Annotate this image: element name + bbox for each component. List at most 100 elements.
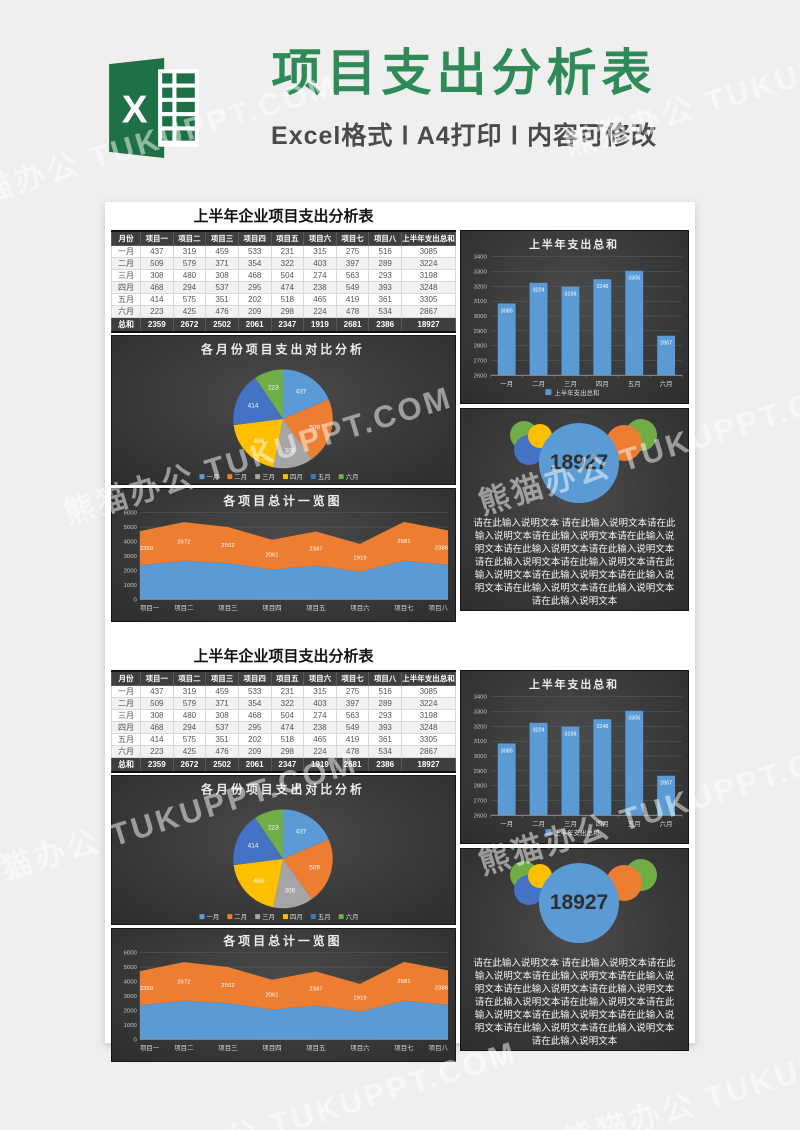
svg-text:3400: 3400 — [474, 695, 488, 701]
column-header: 项目一 — [140, 230, 174, 246]
table-cell: 298 — [270, 305, 305, 318]
column-header: 项目四 — [237, 670, 272, 686]
table-row: 五月 414 575 351 202 518 465 419 361 3305 — [111, 733, 456, 746]
svg-text:项目四: 项目四 — [262, 1044, 281, 1052]
table-cell: 509 — [140, 697, 174, 710]
table-cell: 295 — [237, 721, 272, 734]
table-cell: 3224 — [401, 697, 456, 710]
table-cell: 474 — [270, 721, 305, 734]
svg-text:2672: 2672 — [177, 979, 190, 985]
table-cell: 437 — [140, 245, 174, 258]
column-header: 月份 — [111, 670, 141, 686]
table-cell: 274 — [303, 269, 337, 282]
section-title: 上半年企业项目支出分析表 — [193, 648, 374, 665]
svg-text:四月: 四月 — [290, 473, 303, 481]
table-cell: 298 — [270, 745, 305, 758]
svg-text:项目五: 项目五 — [306, 604, 326, 612]
table-row: 一月 437 319 459 533 231 315 275 516 3085 — [111, 685, 456, 698]
expense-table: 月份 项目一 项目二 项目三 项目四 项目五 项目六 项目七 项目八 上半年支出总和 一月 437 31… — [111, 230, 456, 333]
header-row: 月份 项目一 项目二 项目三 项目四 项目五 项目六 项目七 项目八 上半年支出总和 — [111, 230, 456, 246]
total-cell: 2359 — [140, 757, 174, 773]
svg-text:1000: 1000 — [124, 1023, 138, 1029]
table-cell: 3224 — [401, 257, 456, 270]
svg-text:项目六: 项目六 — [350, 603, 370, 612]
svg-text:2700: 2700 — [474, 798, 488, 804]
table-cell: 351 — [205, 733, 239, 746]
bar-chart-block: 上半年支出总和 2600 2700 2800 2900 3000 3100 3200 3300 3… — [460, 670, 689, 844]
table-cell: 419 — [335, 733, 370, 746]
table-cell: 516 — [368, 685, 402, 698]
total-cell: 总和 — [111, 757, 141, 773]
excel-logo-letter: X — [122, 88, 148, 131]
row-label: 一月 — [111, 685, 141, 698]
svg-text:0: 0 — [134, 597, 138, 603]
table-cell: 224 — [303, 745, 337, 758]
table-cell: 308 — [205, 709, 239, 722]
table-cell: 293 — [368, 269, 402, 282]
svg-text:项目三: 项目三 — [218, 1044, 237, 1052]
half-year-bar-chart: 上半年支出总和 2600 2700 2800 2900 3000 3100 3200 3300 3… — [474, 677, 683, 837]
svg-text:437: 437 — [296, 829, 307, 836]
table-cell: 322 — [270, 697, 305, 710]
svg-text:五月: 五月 — [318, 913, 331, 921]
column-header: 月份 — [111, 230, 141, 246]
column-header: 项目四 — [237, 230, 272, 246]
table-cell: 293 — [368, 709, 402, 722]
table-cell: 3198 — [401, 269, 456, 282]
svg-text:一月: 一月 — [206, 473, 219, 481]
table-cell: 476 — [205, 305, 239, 318]
svg-text:2000: 2000 — [124, 1008, 138, 1014]
svg-text:3305: 3305 — [628, 276, 640, 282]
svg-text:2061: 2061 — [265, 553, 278, 559]
total-cell: 2672 — [172, 757, 207, 773]
svg-text:项目六: 项目六 — [350, 1043, 370, 1052]
table-cell: 294 — [172, 281, 207, 294]
table-cell: 480 — [172, 269, 207, 282]
table-cell: 468 — [140, 281, 174, 294]
svg-text:3000: 3000 — [474, 754, 488, 760]
total-row: 总和 2359 2672 2502 2061 2347 1919 2681 2386 18927 — [111, 317, 456, 333]
table-cell: 518 — [270, 733, 305, 746]
svg-text:3085: 3085 — [501, 748, 513, 754]
total-cell: 1919 — [303, 757, 337, 773]
page-title: 项目支出分析表 — [271, 45, 657, 101]
svg-text:二月: 二月 — [234, 473, 247, 481]
svg-text:2600: 2600 — [474, 373, 488, 379]
svg-text:509: 509 — [309, 865, 320, 872]
table-cell: 2867 — [401, 745, 456, 758]
svg-text:3248: 3248 — [596, 284, 608, 290]
svg-text:五月: 五月 — [628, 820, 641, 828]
grand-total-value: 18927 — [549, 451, 609, 474]
report-section: 上半年企业项目支出分析表 月份 项目一 项目二 项目三 项目四 项目五 项目六 项目七 项目八上… — [111, 646, 689, 1062]
column-header: 项目三 — [205, 230, 239, 246]
table-cell: 579 — [172, 697, 207, 710]
svg-text:2000: 2000 — [124, 568, 138, 574]
svg-text:1919: 1919 — [353, 556, 367, 562]
svg-text:项目七: 项目七 — [394, 603, 414, 612]
svg-text:3198: 3198 — [564, 732, 576, 738]
table-cell: 478 — [335, 305, 370, 318]
svg-text:4000: 4000 — [124, 540, 138, 546]
column-header: 上半年支出总和 — [401, 670, 456, 686]
table-cell: 468 — [237, 269, 272, 282]
svg-text:2502: 2502 — [221, 543, 234, 549]
svg-text:各月份项目支出对比分析: 各月份项目支出对比分析 — [200, 783, 365, 797]
table-cell: 275 — [335, 685, 370, 698]
svg-text:0: 0 — [134, 1037, 138, 1043]
table-cell: 397 — [335, 257, 370, 270]
table-cell: 465 — [303, 293, 337, 306]
column-header: 项目五 — [270, 230, 305, 246]
table-cell: 534 — [368, 305, 402, 318]
svg-text:468: 468 — [254, 878, 265, 885]
table-cell: 393 — [368, 281, 402, 294]
table-cell: 533 — [237, 245, 272, 258]
svg-text:2800: 2800 — [474, 344, 488, 350]
table-cell: 563 — [335, 709, 370, 722]
svg-text:2900: 2900 — [474, 329, 488, 335]
table-cell: 459 — [205, 685, 239, 698]
header-text: 项目支出分析表 Excel格式 Ⅰ A4打印 Ⅰ 内容可修改 — [225, 42, 703, 152]
grand-total-bubble: 18927 — [539, 423, 619, 503]
svg-text:项目七: 项目七 — [394, 1043, 414, 1052]
pie-chart-block: 各月份项目支出对比分析 437 509 308 468 414 223 一月 二月 三月 四月 五月 六… — [111, 335, 456, 485]
table-cell: 3085 — [401, 685, 456, 698]
